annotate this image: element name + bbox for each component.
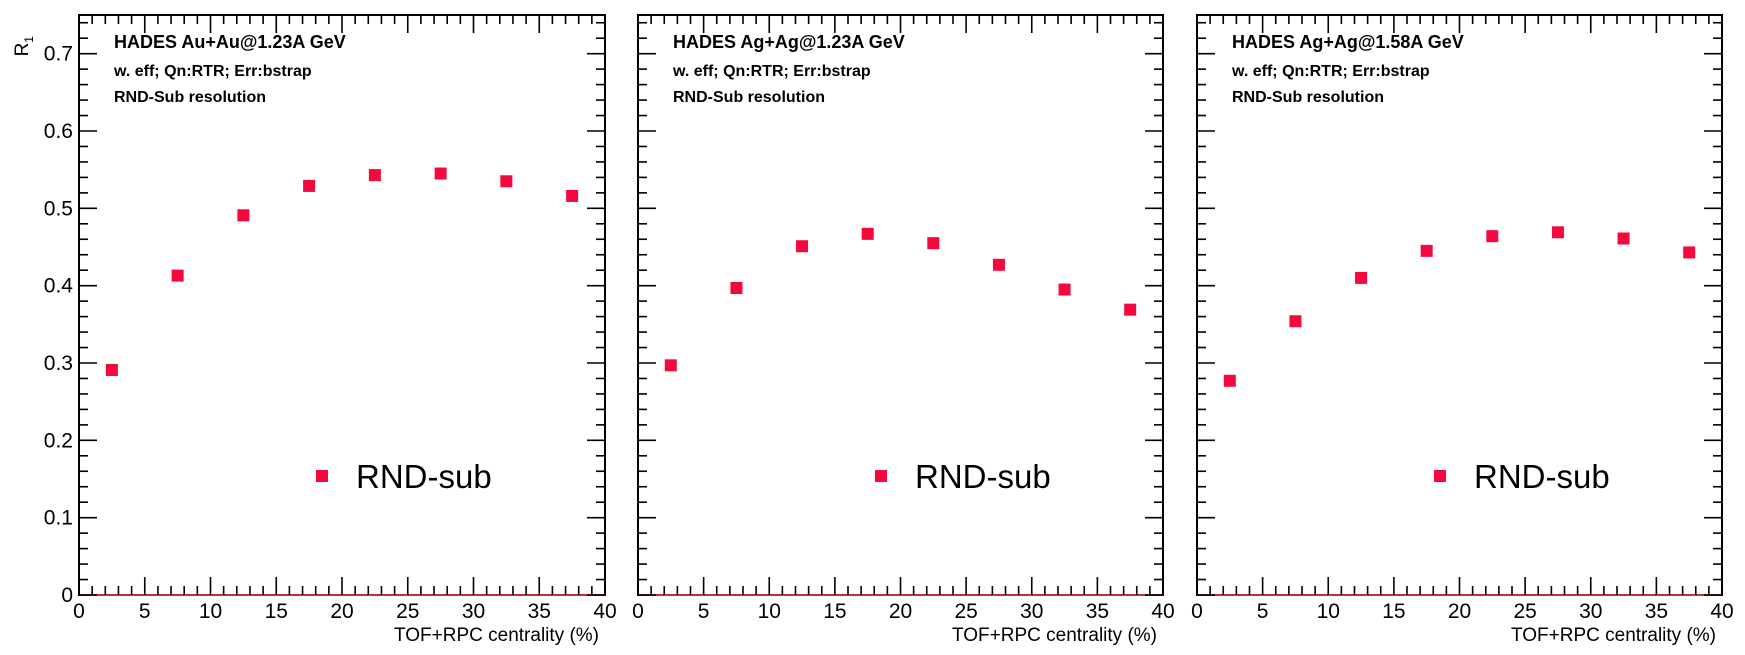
x-tick-label: 15	[265, 600, 288, 623]
x-tick-label: 30	[462, 600, 485, 623]
x-tick-label: 35	[528, 600, 551, 623]
x-tick-label: 5	[1257, 600, 1269, 623]
data-point	[237, 209, 250, 222]
annotation-line: w. eff; Qn:RTR; Err:bstrap	[672, 63, 871, 80]
y-axis-title-subscript: 1	[22, 36, 36, 43]
annotation-line: w. eff; Qn:RTR; Err:bstrap	[113, 63, 312, 80]
x-tick-label: 10	[199, 600, 222, 623]
x-tick-label: 40	[593, 600, 616, 623]
x-tick-label: 5	[139, 600, 151, 623]
data-point	[1551, 226, 1564, 239]
y-tick-label: 0.3	[44, 352, 73, 375]
x-tick-label: 0	[1191, 600, 1203, 623]
y-axis-title-main: R	[12, 43, 33, 57]
x-tick-label: 40	[1151, 600, 1174, 623]
x-tick-label: 0	[73, 600, 85, 623]
data-point	[171, 269, 184, 282]
data-point	[1058, 283, 1071, 296]
x-tick-label: 25	[1513, 600, 1536, 623]
x-tick-label: 20	[889, 600, 912, 623]
x-tick-label: 5	[698, 600, 710, 623]
data-point	[730, 281, 743, 294]
annotation-line: RND-Sub resolution	[1232, 89, 1384, 106]
data-point	[1683, 246, 1696, 259]
x-axis-title: TOF+RPC centrality (%)	[394, 625, 599, 646]
y-tick-label: 0.1	[44, 507, 73, 530]
chart-panel-1: 0 5 10 15 20 25 30 35 40 0 0.1 0.2 0.3 0.4 0.5 0.6 0.7 TO…	[12, 14, 617, 646]
legend-marker	[316, 470, 328, 482]
x-axis-title: TOF+RPC centrality (%)	[1511, 625, 1716, 646]
y-tick-label: 0.4	[44, 275, 74, 298]
data-point	[861, 227, 874, 240]
data-point	[105, 363, 118, 376]
data-point	[368, 169, 381, 182]
x-tick-label: 40	[1710, 600, 1733, 623]
data-point	[796, 240, 809, 253]
legend-label: RND-sub	[356, 458, 492, 495]
legend-label: RND-sub	[1474, 458, 1610, 495]
data-point	[1124, 303, 1137, 316]
y-tick-label: 0	[61, 584, 73, 607]
annotation-line: RND-Sub resolution	[673, 89, 825, 106]
data-point	[434, 167, 447, 180]
x-tick-label: 35	[1086, 600, 1109, 623]
x-tick-label: 15	[823, 600, 846, 623]
legend-marker	[1434, 470, 1446, 482]
x-tick-label: 20	[1448, 600, 1471, 623]
x-tick-label: 25	[954, 600, 977, 623]
data-point	[1617, 232, 1630, 245]
legend-label: RND-sub	[915, 458, 1051, 495]
y-tick-label: 0.5	[44, 197, 73, 220]
data-point	[1420, 244, 1433, 257]
data-point	[992, 258, 1005, 271]
y-axis-title: R1	[12, 36, 36, 57]
x-tick-label: 25	[396, 600, 419, 623]
x-tick-label: 30	[1020, 600, 1043, 623]
data-point	[664, 359, 677, 372]
annotation-line: w. eff; Qn:RTR; Err:bstrap	[1231, 63, 1430, 80]
x-tick-label: 15	[1382, 600, 1405, 623]
panel-title: HADES Au+Au@1.23A GeV	[114, 32, 346, 52]
data-point	[927, 237, 940, 250]
y-tick-label: 0.6	[44, 120, 73, 143]
data-point	[1289, 315, 1302, 328]
data-point	[1223, 374, 1236, 387]
x-tick-label: 0	[632, 600, 644, 623]
data-point	[1355, 271, 1368, 284]
annotation-line: RND-Sub resolution	[114, 89, 266, 106]
data-point	[566, 189, 579, 202]
data-point	[303, 179, 316, 192]
panel-title: HADES Ag+Ag@1.58A GeV	[1232, 32, 1464, 52]
x-tick-label: 20	[330, 600, 353, 623]
y-tick-label: 0.2	[44, 429, 73, 452]
legend-marker	[875, 470, 887, 482]
x-tick-label: 10	[758, 600, 781, 623]
x-tick-label: 10	[1317, 600, 1340, 623]
data-point	[500, 175, 513, 188]
x-axis-title: TOF+RPC centrality (%)	[952, 625, 1157, 646]
y-tick-label: 0.7	[44, 43, 73, 66]
x-tick-label: 30	[1579, 600, 1602, 623]
x-tick-label: 35	[1645, 600, 1668, 623]
panel-title: HADES Ag+Ag@1.23A GeV	[673, 32, 905, 52]
data-point	[1486, 230, 1499, 243]
